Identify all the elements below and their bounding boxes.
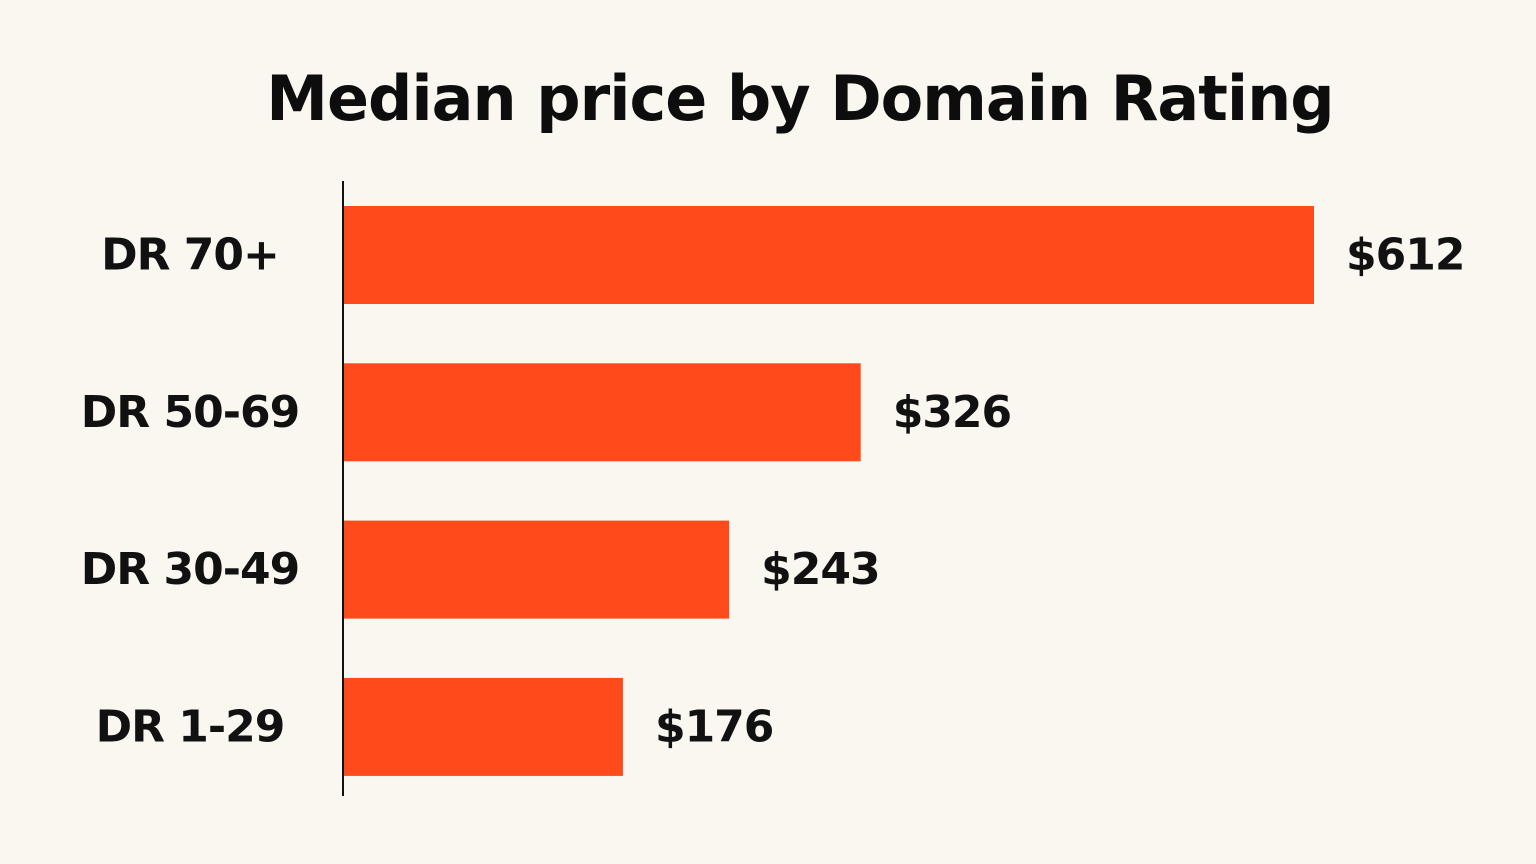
category-label-2: DR 30-49 bbox=[81, 544, 299, 595]
category-labels: DR 70+ DR 50-69 DR 30-49 DR 1-29 bbox=[81, 230, 300, 753]
category-label-3: DR 1-29 bbox=[96, 701, 285, 752]
bar-1 bbox=[344, 363, 861, 462]
bar-2 bbox=[344, 520, 730, 619]
value-label-3: $176 bbox=[655, 701, 773, 752]
value-label-1: $326 bbox=[893, 387, 1011, 438]
category-label-0: DR 70+ bbox=[101, 230, 279, 281]
bar-3 bbox=[344, 677, 623, 776]
bars-layer bbox=[344, 206, 1314, 776]
category-label-1: DR 50-69 bbox=[81, 387, 299, 438]
value-labels: $612 $326 $243 $176 bbox=[655, 230, 1466, 753]
bar-0 bbox=[344, 206, 1314, 304]
value-label-0: $612 bbox=[1346, 230, 1464, 281]
chart-title: Median price by Domain Rating bbox=[266, 62, 1333, 135]
value-label-2: $243 bbox=[761, 544, 879, 595]
